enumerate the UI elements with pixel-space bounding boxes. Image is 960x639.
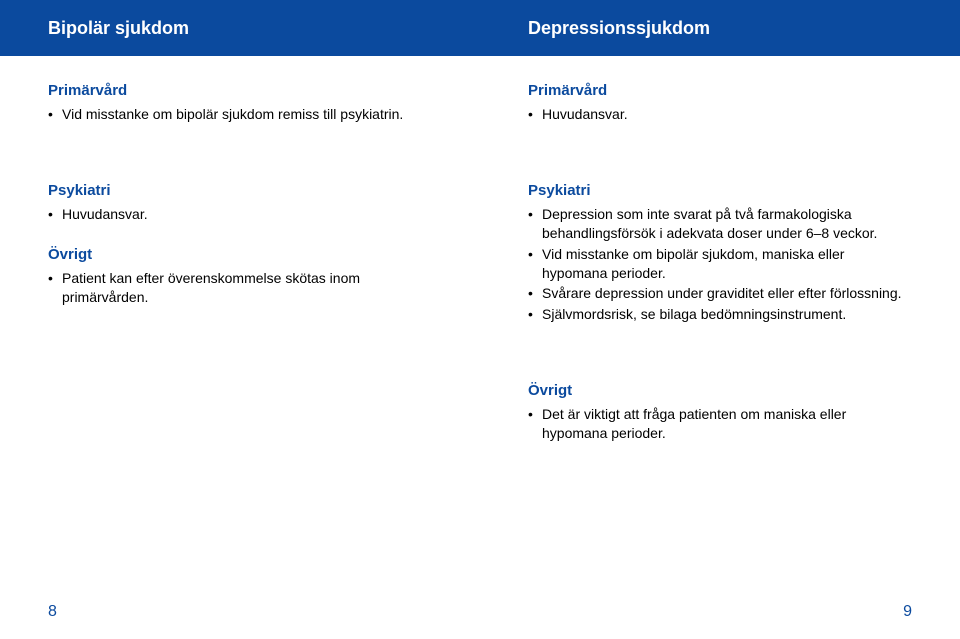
list-item: Depression som inte svarat på två farmak… [528, 205, 912, 243]
header-left-title: Bipolär sjukdom [0, 18, 480, 39]
bullet-list: Vid misstanke om bipolär sjukdom remiss … [48, 105, 432, 124]
list-item: Självmordsrisk, se bilaga bedömningsinst… [528, 305, 912, 324]
list-item: Patient kan efter överenskommelse skötas… [48, 269, 432, 307]
bullet-list: Huvudansvar. [48, 205, 432, 224]
left-column: Primärvård Vid misstanke om bipolär sjuk… [0, 56, 480, 445]
page-number-right: 9 [903, 603, 912, 621]
header-right-title: Depressionssjukdom [480, 18, 960, 39]
spacer [528, 126, 912, 160]
section-title-primarvard-left: Primärvård [48, 82, 432, 99]
list-item: Huvudansvar. [48, 205, 432, 224]
spacer [48, 126, 432, 160]
header-bar: Bipolär sjukdom Depressionssjukdom [0, 0, 960, 56]
list-item: Vid misstanke om bipolär sjukdom remiss … [48, 105, 432, 124]
bullet-list: Depression som inte svarat på två farmak… [528, 205, 912, 324]
list-item: Svårare depression under graviditet elle… [528, 284, 912, 303]
bullet-list: Huvudansvar. [528, 105, 912, 124]
page: Bipolär sjukdom Depressionssjukdom Primä… [0, 0, 960, 639]
list-item: Det är viktigt att fråga patienten om ma… [528, 405, 912, 443]
bullet-list: Patient kan efter överenskommelse skötas… [48, 269, 432, 307]
section-title-ovrigt-left: Övrigt [48, 246, 432, 263]
list-item: Vid misstanke om bipolär sjukdom, manisk… [528, 245, 912, 283]
content-columns: Primärvård Vid misstanke om bipolär sjuk… [0, 56, 960, 445]
bullet-list: Det är viktigt att fråga patienten om ma… [528, 405, 912, 443]
section-title-primarvard-right: Primärvård [528, 82, 912, 99]
spacer [528, 326, 912, 360]
section-title-ovrigt-right: Övrigt [528, 382, 912, 399]
list-item: Huvudansvar. [528, 105, 912, 124]
section-title-psykiatri-right: Psykiatri [528, 182, 912, 199]
right-column: Primärvård Huvudansvar. Psykiatri Depres… [480, 56, 960, 445]
page-number-left: 8 [48, 603, 57, 621]
section-title-psykiatri-left: Psykiatri [48, 182, 432, 199]
